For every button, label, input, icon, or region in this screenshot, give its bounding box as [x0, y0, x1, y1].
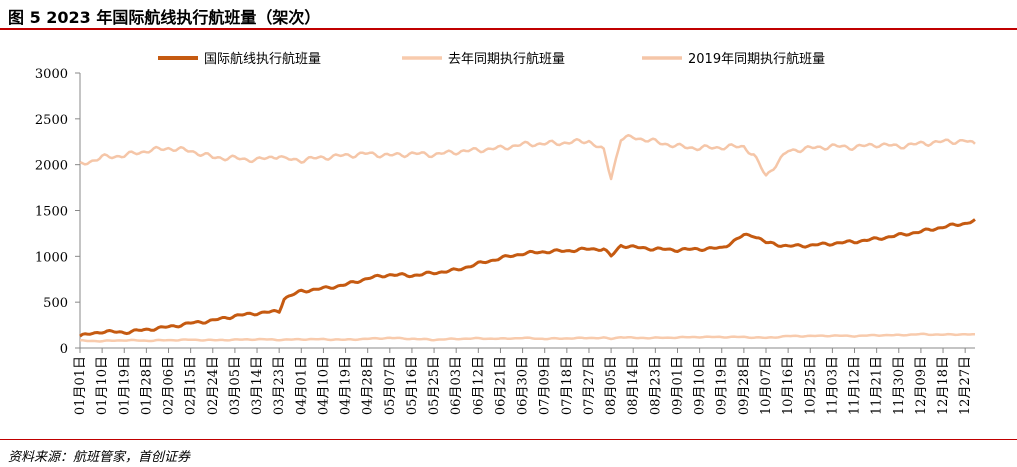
x-tick-label: 09月28日 [737, 356, 752, 415]
y-tick-label: 3000 [35, 67, 68, 82]
x-tick-label: 06月12日 [471, 356, 486, 415]
legend-label-2: 去年同期执行航班量 [448, 51, 565, 67]
x-tick-label: 07月09日 [538, 356, 553, 415]
x-tick-label: 03月23日 [272, 356, 287, 415]
x-tick-label: 11月03日 [825, 356, 840, 415]
x-tick-label: 04月10日 [316, 356, 331, 415]
x-tick-label: 12月27日 [958, 356, 973, 415]
y-tick-label: 500 [43, 296, 68, 311]
x-tick-label: 11月21日 [870, 356, 885, 415]
x-tick-label: 01月19日 [117, 356, 132, 415]
x-tick-label: 03月05日 [228, 356, 243, 415]
x-tick-label: 02月06日 [162, 356, 177, 415]
x-tick-label: 05月16日 [405, 356, 420, 415]
legend-label-1: 国际航线执行航班量 [204, 51, 321, 67]
x-tick-label: 02月15日 [184, 356, 199, 415]
x-tick-label: 05月25日 [427, 356, 442, 415]
x-tick-label: 09月10日 [693, 356, 708, 415]
y-tick-label: 0 [60, 342, 68, 357]
y-tick-label: 1000 [35, 250, 68, 265]
series-line-2 [80, 332, 975, 343]
x-tick-label: 07月27日 [582, 356, 597, 415]
figure-title-bar: 图 5 2023 年国际航线执行航班量（架次） [0, 0, 1017, 30]
x-tick-label: 01月10日 [95, 356, 110, 415]
x-tick-label: 12月09日 [914, 356, 929, 415]
series-line-1 [79, 218, 976, 338]
x-tick-label: 09月01日 [670, 356, 685, 415]
figure-title: 图 5 2023 年国际航线执行航班量（架次） [8, 8, 321, 27]
x-tick-label: 01月28日 [139, 356, 154, 415]
line-chart: 0 500 1000 1500 2000 2500 3000 01月01日 01月10日 01月1… [35, 51, 976, 415]
x-tick-label: 10月07日 [759, 356, 774, 415]
x-tick-label: 06月21日 [493, 356, 508, 415]
x-tick-label: 06月03日 [449, 356, 464, 415]
source-bar: 资料来源：航班管家，首创证券 [0, 439, 1017, 467]
x-tick-label: 10月16日 [781, 356, 796, 415]
x-tick-label: 04月28日 [361, 356, 376, 415]
x-tick-label: 12月18日 [936, 356, 951, 415]
x-tick-label: 02月24日 [206, 356, 221, 415]
y-tick-label: 2500 [35, 113, 68, 128]
y-tick-label: 1500 [35, 205, 68, 220]
x-tick-label: 06月30日 [516, 356, 531, 415]
x-tick-label: 01月01日 [73, 356, 88, 415]
x-tick-label: 11月12日 [848, 356, 863, 415]
x-tick-label: 08月05日 [604, 356, 619, 415]
x-tick-label: 08月23日 [648, 356, 663, 415]
x-tick-label: 05月07日 [383, 356, 398, 415]
x-tick-label: 09月19日 [715, 356, 730, 415]
source-note: 资料来源：航班管家，首创证券 [8, 450, 191, 465]
x-tick-label: 04月19日 [339, 356, 354, 415]
x-tick-label: 04月01日 [294, 356, 309, 415]
x-tick-label: 10月25日 [803, 356, 818, 415]
x-tick-label: 07月18日 [560, 356, 575, 415]
series-line-3 [79, 133, 976, 181]
x-tick-label: 03月14日 [250, 356, 265, 415]
x-tick-label: 11月30日 [892, 356, 907, 415]
x-tick-label: 08月14日 [626, 356, 641, 415]
y-tick-label: 2000 [35, 159, 68, 174]
legend-label-3: 2019年同期执行航班量 [688, 51, 825, 67]
